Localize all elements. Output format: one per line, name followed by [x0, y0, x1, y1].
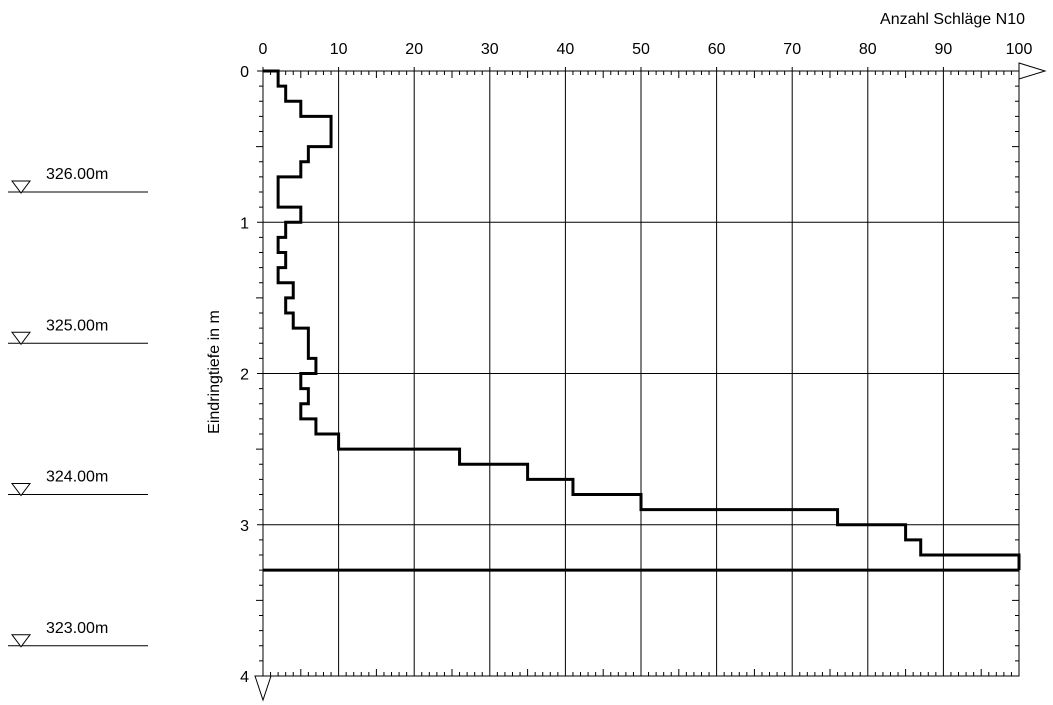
elevation-label: 324.00m — [46, 469, 108, 486]
elevation-label: 323.00m — [46, 620, 108, 637]
elevation-label: 325.00m — [46, 317, 108, 334]
x-axis-title: Anzahl Schläge N10 — [880, 11, 1025, 28]
y-tick-label: 2 — [240, 367, 249, 384]
elevation-markers: 326.00m 325.00m 324.00m 323.00m — [8, 166, 148, 648]
y-tick-label: 3 — [240, 518, 249, 535]
y-tick-labels: 0 1 2 3 4 — [240, 64, 249, 686]
grid — [263, 71, 1019, 676]
x-tick-label: 100 — [1006, 41, 1033, 58]
y-axis-arrow — [254, 675, 272, 702]
x-tick-label: 70 — [783, 41, 801, 58]
elevation-triangle-icon — [11, 331, 31, 346]
elevation-triangle-icon — [11, 180, 31, 194]
x-tick-labels: 0 10 20 30 40 50 60 70 80 90 100 — [259, 41, 1033, 58]
y-tick-label: 1 — [240, 215, 249, 232]
series-layer — [263, 69, 1021, 572]
y-axis-title: Eindringtiefe in m — [206, 310, 223, 434]
minor-ticks — [256, 71, 1019, 676]
series-line — [263, 69, 1021, 571]
x-tick-label: 40 — [557, 41, 575, 58]
x-tick-label: 30 — [481, 41, 499, 58]
x-tick-label: 80 — [859, 41, 877, 58]
elevation-triangle-icon — [11, 634, 31, 648]
y-tick-label: 0 — [240, 64, 249, 81]
elevation-triangle-icon — [11, 483, 31, 497]
x-tick-label: 50 — [632, 41, 650, 58]
y-tick-label: 4 — [240, 669, 249, 686]
x-tick-label: 20 — [405, 41, 423, 58]
x-tick-label: 0 — [259, 41, 268, 58]
x-tick-label: 60 — [708, 41, 726, 58]
plot-frame — [254, 62, 1047, 702]
elevation-label: 326.00m — [46, 166, 108, 183]
x-tick-label: 90 — [935, 41, 953, 58]
x-axis-arrow — [1018, 62, 1047, 80]
x-tick-label: 10 — [330, 41, 348, 58]
